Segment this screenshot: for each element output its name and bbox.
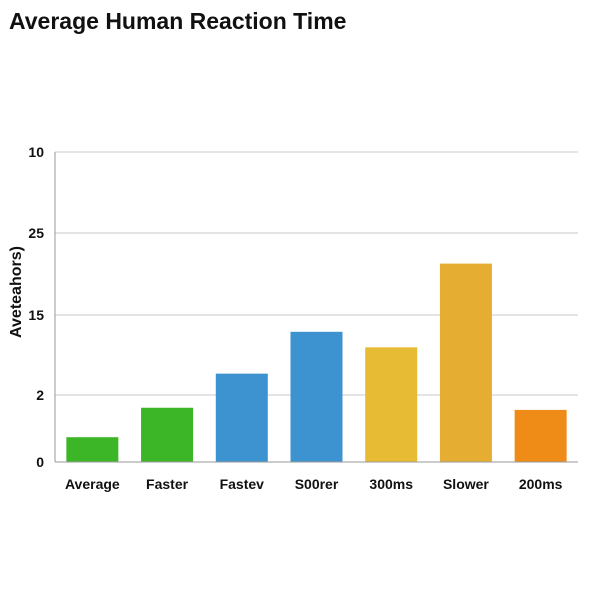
bar (439, 263, 492, 462)
bars (66, 263, 567, 462)
y-tick-label: 2 (36, 387, 44, 403)
bar (215, 373, 268, 462)
x-category-label: Faster (146, 476, 189, 492)
bar (66, 437, 119, 462)
y-axis-label: Aveteahors) (8, 246, 25, 338)
x-category-label: Average (65, 476, 120, 492)
bar (141, 407, 194, 462)
x-axis-categories: Average Faster Fastev S00rer 300ms Slower 200m… (65, 476, 563, 492)
x-category-label: 300ms (369, 476, 413, 492)
y-tick-label: 15 (28, 307, 44, 323)
bar (290, 331, 343, 462)
y-tick-label: 25 (28, 225, 44, 241)
y-axis-ticks: 0 2 15 25 10 (28, 144, 44, 470)
x-category-label: S00rer (295, 476, 339, 492)
y-tick-label: 10 (28, 144, 44, 160)
y-tick-label: 0 (36, 454, 44, 470)
x-category-label: 200ms (519, 476, 563, 492)
x-category-label: Fastev (220, 476, 265, 492)
bar (514, 409, 567, 462)
bar (365, 347, 418, 462)
chart-title: Average Human Reaction Time (9, 8, 347, 34)
x-category-label: Slower (443, 476, 489, 492)
